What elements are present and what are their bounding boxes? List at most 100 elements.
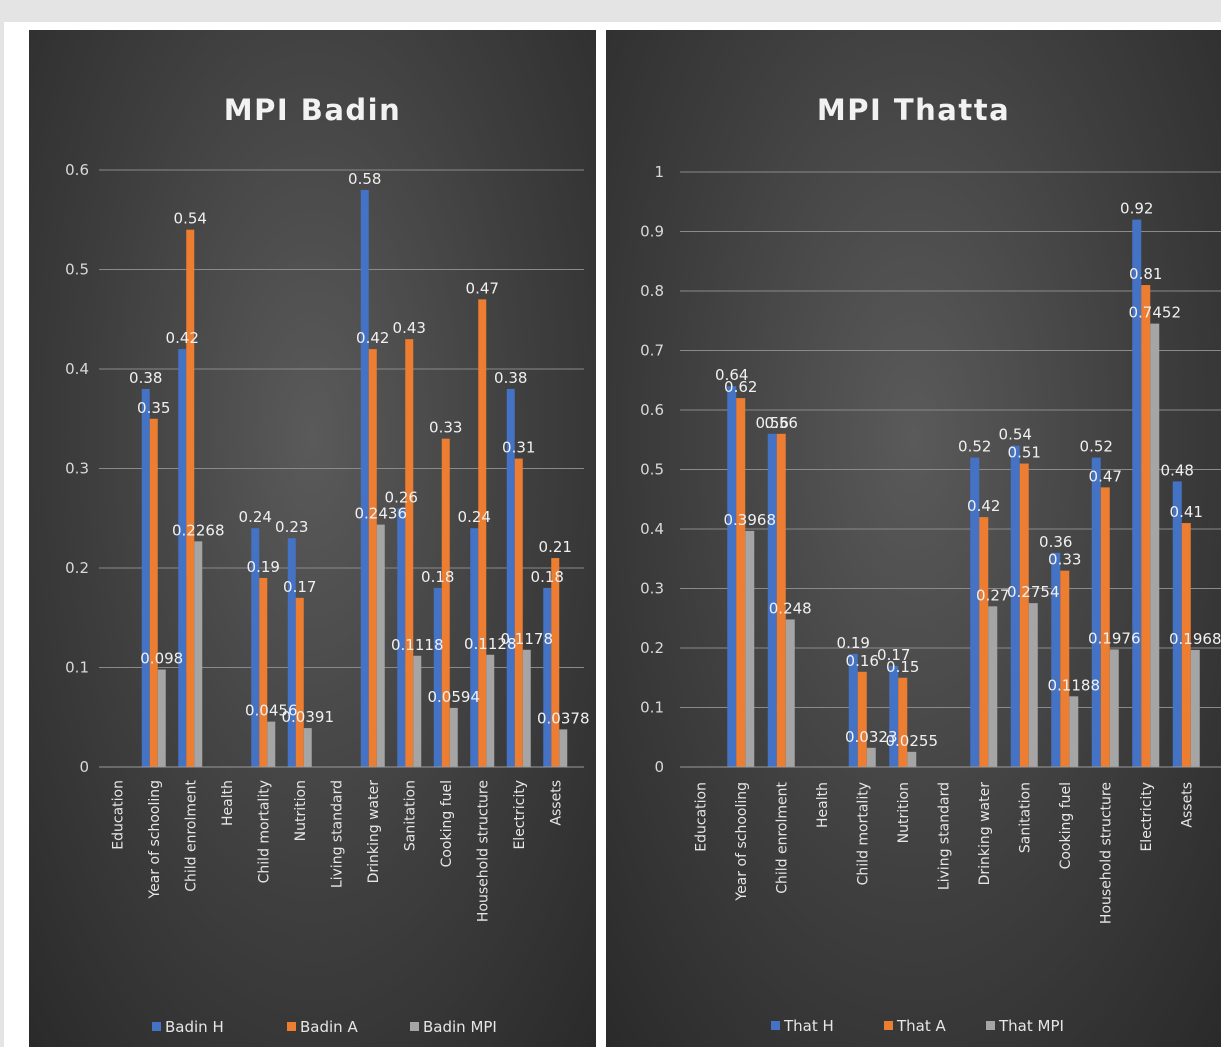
data-label-badin-h-household-structure: 0.24 [458, 508, 491, 526]
y-tick-label: 0.4 [640, 520, 664, 538]
bar-badin-mpi-year-of-schooling [157, 669, 166, 767]
y-tick-label: 0.7 [640, 342, 664, 360]
legend-label-that-a: That A [896, 1017, 947, 1035]
data-label-badin-a-cooking-fuel: 0.33 [429, 419, 462, 437]
data-label-that-a-electricity: 0.81 [1129, 265, 1162, 283]
legend-swatch-badin-a [287, 1022, 296, 1031]
bar-that-a-year-of-schooling [736, 398, 746, 767]
bar-that-mpi-child-enrolment [785, 619, 795, 767]
data-label-that-a-child-mortality: 0.16 [846, 652, 879, 670]
bar-that-mpi-cooking-fuel [1069, 696, 1079, 767]
legend-label-badin-a: Badin A [300, 1018, 358, 1036]
bar-that-a-child-mortality [857, 671, 867, 767]
data-label-badin-a-year-of-schooling: 0.35 [137, 399, 170, 417]
bar-badin-mpi-assets [559, 729, 568, 767]
bar-badin-h-nutrition [287, 538, 296, 767]
y-tick-label: 0.1 [640, 699, 664, 717]
y-tick-label: 1 [654, 163, 664, 181]
data-label-that-mpi-household-structure: 0.1976 [1088, 629, 1141, 647]
bar-badin-h-cooking-fuel [433, 587, 442, 767]
legend-swatch-that-a [884, 1021, 893, 1030]
bar-badin-h-electricity [506, 388, 515, 767]
data-label-that-mpi-child-mortality: 0.0323 [845, 728, 898, 746]
bar-that-h-nutrition [889, 665, 899, 767]
bar-badin-a-assets [551, 558, 560, 767]
data-label-badin-a-drinking-water: 0.42 [356, 329, 389, 347]
bar-badin-mpi-child-enrolment [194, 541, 203, 767]
data-label-that-h-child-enrolment: 0.56 [756, 414, 789, 432]
x-category-label: Nutrition [293, 780, 309, 841]
data-label-badin-h-year-of-schooling: 0.38 [129, 369, 162, 387]
legend-label-badin-mpi: Badin MPI [423, 1018, 497, 1036]
x-category-label: Cooking fuel [439, 780, 455, 867]
data-label-that-a-child-enrolment: 0.56 [765, 414, 798, 432]
bar-that-h-electricity [1132, 219, 1142, 768]
data-label-that-mpi-sanitation: 0.2754 [1007, 583, 1060, 601]
bar-badin-mpi-sanitation [413, 655, 422, 767]
bar-that-a-electricity [1141, 285, 1151, 767]
x-category-label: Electricity [512, 780, 528, 850]
data-label-that-h-child-mortality: 0.19 [837, 634, 870, 652]
x-category-label: Child mortality [855, 782, 871, 885]
bar-badin-a-nutrition [295, 597, 304, 767]
bar-badin-a-drinking-water [368, 349, 377, 767]
chart-mpi-badin: MPI Badin 0 0.1 0.2 0.3 0.4 0.5 0.6 Education Yea… [29, 30, 596, 1047]
x-category-label: Assets [548, 780, 564, 826]
x-category-label: Sanitation [1017, 782, 1033, 853]
data-label-badin-a-child-mortality: 0.19 [247, 558, 280, 576]
x-category-label: Year of schooling [147, 780, 163, 900]
y-tick-label: 0.4 [65, 360, 89, 378]
bar-that-a-sanitation [1019, 463, 1029, 767]
x-category-label: Living standard [936, 782, 952, 890]
x-category-label: Drinking water [366, 780, 382, 884]
x-category-label: Child enrolment [774, 782, 790, 894]
data-label-that-h-nutrition: 0.17 [877, 646, 910, 664]
bar-badin-a-sanitation [405, 339, 414, 767]
legend-swatch-that-mpi [986, 1021, 995, 1030]
bar-that-h-household-structure [1091, 457, 1101, 767]
y-tick-label: 0.5 [65, 261, 89, 279]
data-label-that-mpi-cooking-fuel: 0.1188 [1048, 676, 1101, 694]
x-category-label: Year of schooling [734, 782, 750, 902]
data-label-that-h-sanitation: 0.54 [999, 426, 1032, 444]
data-label-badin-mpi-cooking-fuel: 0.0594 [428, 688, 481, 706]
y-tick-label: 0.2 [640, 639, 664, 657]
bar-badin-mpi-nutrition [303, 728, 312, 767]
y-tick-label: 0 [79, 758, 89, 776]
y-tick-label: 0.2 [65, 559, 89, 577]
data-label-badin-mpi-electricity: 0.1178 [501, 630, 554, 648]
data-label-that-mpi-nutrition: 0.0255 [886, 732, 939, 750]
chart-svg: MPI Thatta 0 0.1 0.2 0.3 0.4 0.5 0.6 0.7 0.8 0.9 1 E… [640, 93, 1221, 1035]
x-category-label: Child enrolment [183, 780, 199, 892]
x-category-label: Household structure [1098, 782, 1114, 924]
data-label-badin-mpi-drinking-water: 0.2436 [355, 505, 408, 523]
x-category-label: Health [815, 782, 831, 828]
bar-that-h-sanitation [1010, 445, 1020, 767]
bar-badin-a-year-of-schooling [149, 418, 158, 767]
data-label-badin-h-electricity: 0.38 [494, 369, 527, 387]
legend-label-that-h: That H [783, 1017, 834, 1035]
data-label-badin-h-cooking-fuel: 0.18 [421, 568, 454, 586]
data-label-badin-mpi-household-structure: 0.1128 [464, 635, 517, 653]
chart-svg: MPI Badin 0 0.1 0.2 0.3 0.4 0.5 0.6 Education Yea… [65, 93, 589, 1036]
bar-that-h-child-enrolment [767, 433, 777, 767]
data-label-that-mpi-assets: 0.1968 [1169, 630, 1221, 648]
data-label-that-mpi-drinking-water: 0.27 [976, 586, 1009, 604]
y-tick-label: 0.1 [65, 659, 89, 677]
x-category-label: Education [110, 780, 126, 850]
chart-mpi-thatta: MPI Thatta 0 0.1 0.2 0.3 0.4 0.5 0.6 0.7 0.8 0.9 1 E… [606, 30, 1221, 1047]
data-label-that-a-nutrition: 0.15 [886, 658, 919, 676]
bar-badin-mpi-electricity [522, 649, 531, 767]
data-label-badin-a-child-enrolment: 0.54 [174, 210, 207, 228]
bar-that-mpi-assets [1190, 649, 1200, 767]
x-category-label: Health [220, 780, 236, 826]
x-category-label: Education [693, 782, 709, 852]
data-label-that-mpi-year-of-schooling: 0.3968 [724, 511, 777, 529]
legend-swatch-badin-h [152, 1022, 161, 1031]
data-label-that-h-drinking-water: 0.52 [958, 438, 991, 456]
y-tick-label: 0.9 [640, 223, 664, 241]
y-tick-label: 0.3 [640, 580, 664, 598]
data-label-that-a-cooking-fuel: 0.33 [1048, 551, 1081, 569]
data-label-that-h-year-of-schooling: 0.64 [715, 366, 748, 384]
data-label-badin-mpi-sanitation: 0.1118 [391, 636, 444, 654]
